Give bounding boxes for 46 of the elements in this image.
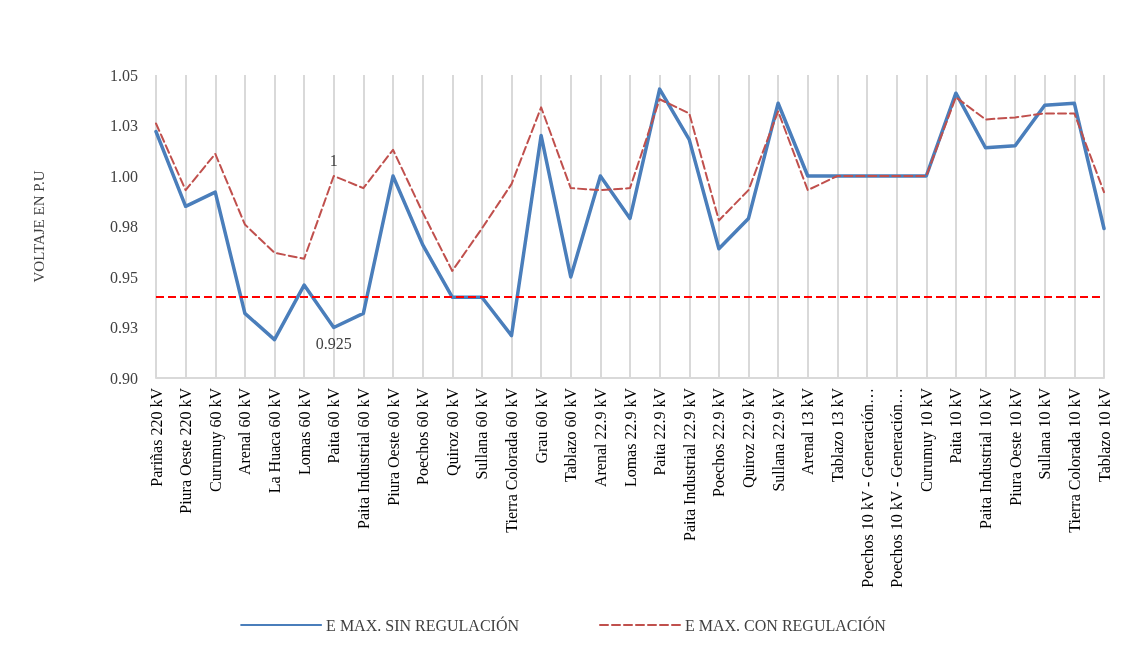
x-tick-label: Piura Oeste 10 kV <box>1006 387 1024 506</box>
x-tick-label: Poechos 60 kV <box>414 387 432 485</box>
x-tick-label: Paita 60 kV <box>325 387 343 464</box>
x-tick-label: Sullana 22.9 kV <box>769 387 787 492</box>
legend-label: E MAX. SIN REGULACIÓN <box>326 615 520 634</box>
x-tick-label: Arenal 60 kV <box>236 387 254 476</box>
x-tick-label: Tablazo 60 kV <box>562 387 580 482</box>
x-tick-label: Quiroz 22.9 kV <box>740 387 757 488</box>
y-tick-label: 0.98 <box>110 218 138 235</box>
y-axis-title: VOLTAJE EN P.U <box>30 170 47 283</box>
y-tick-label: 1.05 <box>110 66 138 84</box>
x-tick-label: Tierra Colorada 60 kV <box>503 387 520 533</box>
x-tick-label: La Huaca 60 kV <box>266 387 283 494</box>
y-tick-label: 0.95 <box>110 268 138 286</box>
x-tick-label: Sullana 60 kV <box>473 387 491 480</box>
x-tick-label: Arenal 22.9 kV <box>591 387 609 488</box>
y-tick-label: 1.03 <box>110 117 138 134</box>
x-tick-label: Lomas 22.9 kV <box>621 387 639 488</box>
legend-label: E MAX. CON REGULACIÓN <box>685 615 887 634</box>
x-tick-label: Tierra Colorada 10 kV <box>1065 387 1083 533</box>
x-tick-label: Grau 60 kV <box>532 387 550 464</box>
x-tick-label: Lomas 60 kV <box>295 387 313 476</box>
y-tick-label: 0.93 <box>110 319 138 336</box>
x-tick-label: Paita 22.9 kV <box>651 387 669 476</box>
x-tick-label: Tablazo 13 kV <box>828 387 846 482</box>
x-tick-label: Poechos 22.9 kV <box>710 387 728 497</box>
x-tick-label: Sullana 10 kV <box>1036 387 1054 480</box>
x-tick-label: Piura Oeste 220 kV <box>177 387 195 514</box>
x-tick-label: Paita Industrial 60 kV <box>354 387 372 529</box>
line-series <box>155 96 1105 272</box>
x-tick-label: Quiroz 60 kV <box>443 387 461 476</box>
x-tick-label: Tablazo 10 kV <box>1095 387 1113 482</box>
x-tick-label: Curumuy 60 kV <box>206 387 225 492</box>
x-tick-label: Piura Oeste 60 kV <box>384 387 402 506</box>
y-tick-label: 0.90 <box>110 369 138 387</box>
x-tick-label: Poechos 10 kV - Generación… <box>858 388 876 588</box>
x-tick-label: Pariñas 220 kV <box>147 387 165 487</box>
x-tick-label: Paita Industrial 10 kV <box>977 387 994 529</box>
x-tick-label: Paita Industrial 22.9 kV <box>680 387 698 541</box>
x-tick-label: Curumuy 10 kV <box>917 387 936 492</box>
x-tick-label: Paita 10 kV <box>947 387 965 464</box>
data-label: 1 <box>329 151 338 169</box>
data-label: 0.925 <box>315 335 352 352</box>
x-tick-label: Poechos 10 kV - Generación… <box>888 388 906 588</box>
y-tick-label: 1.00 <box>110 167 138 185</box>
x-tick-label: Arenal 13 kV <box>799 387 817 476</box>
